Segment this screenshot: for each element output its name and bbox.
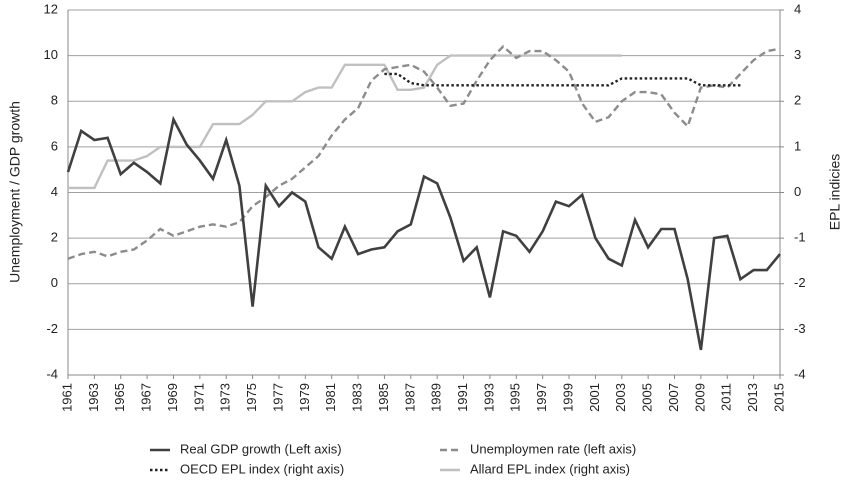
x-tick-label: 1967 (139, 383, 154, 412)
x-tick-label: 1961 (59, 383, 74, 412)
x-tick-label: 1983 (350, 383, 365, 412)
x-tick-label: 1991 (455, 383, 470, 412)
y-tick-label: 2 (51, 230, 58, 245)
y-tick-label: 6 (51, 138, 58, 153)
y-tick-label: 4 (51, 184, 58, 199)
series-line (67, 44, 781, 260)
y-tick-label: 12 (44, 1, 58, 16)
legend-label: OECD EPL index (right axis) (180, 461, 344, 476)
y-tick-label: 0 (51, 275, 58, 290)
legend-label: Allard EPL index (right axis) (470, 461, 630, 476)
x-tick-label: 1965 (112, 383, 127, 412)
x-tick-label: 2013 (745, 383, 760, 412)
y2-tick-label: -1 (794, 230, 806, 245)
y-axis-label: Unemployment / GDP growth (7, 101, 23, 283)
x-tick-label: 2003 (613, 383, 628, 412)
y-tick-label: 8 (51, 93, 58, 108)
y-tick-label: -2 (46, 321, 58, 336)
y-tick-label: -4 (46, 366, 58, 381)
x-tick-label: 1971 (191, 383, 206, 412)
y2-tick-label: 2 (794, 93, 801, 108)
x-tick-label: 2007 (666, 383, 681, 412)
series-line (384, 72, 741, 87)
y2-tick-label: 3 (794, 47, 801, 62)
x-tick-label: 1999 (560, 383, 575, 412)
x-tick-label: 1985 (376, 383, 391, 412)
y2-tick-label: 0 (794, 184, 801, 199)
y2-tick-label: -4 (794, 366, 806, 381)
x-tick-label: 1969 (165, 383, 180, 412)
y2-axis-label: EPL indicies (827, 154, 843, 231)
legend-label: Real GDP growth (Left axis) (180, 441, 342, 456)
x-tick-label: 1979 (297, 383, 312, 412)
x-tick-label: 1993 (481, 383, 496, 412)
x-tick-label: 1987 (402, 383, 417, 412)
x-tick-label: 1997 (534, 383, 549, 412)
x-tick-label: 2001 (587, 383, 602, 412)
series-line (66, 115, 782, 351)
x-tick-label: 2005 (640, 383, 655, 412)
x-tick-label: 1977 (270, 383, 285, 412)
x-tick-label: 1981 (323, 383, 338, 412)
y2-tick-label: 4 (794, 1, 801, 16)
y2-tick-label: -2 (794, 275, 806, 290)
x-tick-label: 1989 (429, 383, 444, 412)
series-line (68, 54, 622, 190)
x-tick-label: 1963 (86, 383, 101, 412)
x-tick-label: 1975 (244, 383, 259, 412)
y2-tick-label: 1 (794, 138, 801, 153)
legend-label: Unemploymen rate (left axis) (470, 441, 636, 456)
x-tick-label: 2015 (771, 383, 786, 412)
x-tick-label: 1973 (218, 383, 233, 412)
y-tick-label: 10 (44, 47, 58, 62)
y2-tick-label: -3 (794, 321, 806, 336)
x-tick-label: 1995 (508, 383, 523, 412)
legend: Real GDP growth (Left axis) Unemploymen r… (150, 441, 636, 476)
x-tick-label: 2011 (719, 383, 734, 411)
x-tick-label: 2009 (692, 383, 707, 412)
